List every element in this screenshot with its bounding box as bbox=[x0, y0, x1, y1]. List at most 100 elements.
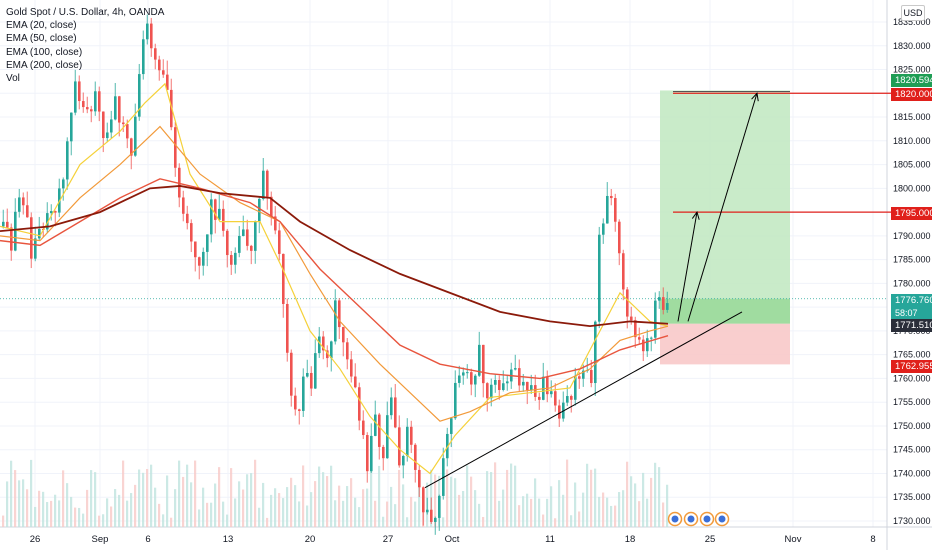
legend-ema20[interactable]: EMA (20, close) bbox=[6, 20, 77, 32]
volume-bar bbox=[534, 478, 537, 527]
candle-body bbox=[250, 245, 253, 251]
legend-vol[interactable]: Vol bbox=[6, 73, 20, 85]
volume-bar bbox=[154, 487, 157, 527]
x-tick-label: 6 bbox=[145, 534, 150, 545]
candle-body bbox=[558, 405, 561, 419]
candle-body bbox=[110, 119, 113, 133]
candle-body bbox=[574, 376, 577, 400]
economic-event-icon-inner bbox=[718, 515, 726, 523]
volume-bar bbox=[486, 471, 489, 527]
candle-body bbox=[242, 229, 245, 236]
candle-body bbox=[614, 198, 617, 222]
volume-bar bbox=[178, 460, 181, 527]
volume-bar bbox=[586, 463, 589, 527]
candle-body bbox=[370, 435, 373, 472]
volume-bar bbox=[130, 493, 133, 527]
volume-bar bbox=[654, 462, 657, 527]
volume-bar bbox=[598, 496, 601, 527]
volume-bar bbox=[326, 476, 329, 527]
currency-button[interactable]: USD bbox=[901, 5, 925, 21]
candle-body bbox=[230, 255, 233, 265]
legend-ema100[interactable]: EMA (100, close) bbox=[6, 46, 83, 58]
projection-arrow-2 bbox=[687, 93, 758, 322]
candle-body bbox=[246, 229, 249, 246]
price-label-1795: 1795.000 bbox=[891, 207, 932, 220]
candle-body bbox=[258, 198, 261, 222]
x-tick-label: 13 bbox=[223, 534, 234, 545]
chart-legend: Gold Spot / U.S. Dollar, 4h, OANDA EMA (… bbox=[6, 6, 164, 85]
candle-body bbox=[166, 74, 169, 90]
volume-bar bbox=[198, 509, 201, 527]
volume-bar bbox=[566, 459, 569, 527]
candle-body bbox=[346, 342, 349, 360]
candle-body bbox=[278, 230, 281, 254]
volume-bar bbox=[386, 501, 389, 527]
volume-bar bbox=[106, 498, 109, 527]
candle-body bbox=[638, 337, 641, 340]
volume-bar bbox=[634, 483, 637, 527]
volume-bar bbox=[262, 482, 265, 527]
bar-countdown: 58:07 bbox=[891, 307, 932, 319]
candle-body bbox=[214, 199, 217, 220]
candle-body bbox=[422, 487, 425, 513]
candle-body bbox=[326, 350, 329, 359]
volume-bar bbox=[474, 490, 477, 527]
volume-bar bbox=[10, 460, 13, 527]
candle-body bbox=[318, 336, 321, 354]
volume-bar bbox=[306, 505, 309, 527]
candle-body bbox=[74, 81, 77, 113]
volume-bar bbox=[370, 462, 373, 527]
candle-body bbox=[98, 91, 101, 112]
volume-bar bbox=[166, 475, 169, 527]
volume-bar bbox=[270, 494, 273, 527]
volume-bar bbox=[450, 476, 453, 527]
candle-body bbox=[566, 396, 569, 403]
candle-body bbox=[14, 211, 17, 251]
volume-bar bbox=[350, 478, 353, 527]
candle-body bbox=[138, 74, 141, 117]
volume-bar bbox=[314, 481, 317, 527]
candle-body bbox=[162, 70, 165, 75]
legend-ema200[interactable]: EMA (200, close) bbox=[6, 59, 83, 71]
candle-body bbox=[234, 252, 237, 265]
volume-bar bbox=[494, 462, 497, 527]
volume-bar bbox=[38, 490, 41, 527]
volume-bar bbox=[530, 498, 533, 527]
y-tick-label: 1755.000 bbox=[893, 397, 931, 407]
y-tick-label: 1800.000 bbox=[893, 183, 931, 193]
volume-bar bbox=[346, 486, 349, 527]
volume-bar bbox=[498, 500, 501, 527]
y-tick-label: 1825.000 bbox=[893, 65, 931, 75]
volume-bar bbox=[186, 464, 189, 527]
legend-ema50[interactable]: EMA (50, close) bbox=[6, 33, 77, 45]
volume-bar bbox=[562, 494, 565, 527]
candle-body bbox=[382, 446, 385, 459]
y-tick-label: 1740.000 bbox=[893, 468, 931, 478]
volume-bar bbox=[482, 516, 485, 527]
x-tick-label: Nov bbox=[785, 534, 802, 545]
candle-body bbox=[254, 221, 257, 251]
volume-bar bbox=[322, 472, 325, 527]
y-tick-label: 1730.000 bbox=[893, 516, 931, 526]
volume-bar bbox=[158, 503, 161, 527]
volume-bar bbox=[18, 480, 21, 527]
volume-bar bbox=[602, 492, 605, 527]
volume-bar bbox=[574, 482, 577, 527]
candle-body bbox=[482, 344, 485, 384]
candle-body bbox=[82, 101, 85, 108]
candle-body bbox=[418, 469, 421, 488]
volume-bar bbox=[134, 484, 137, 527]
candle-body bbox=[570, 396, 573, 400]
volume-bar bbox=[58, 500, 61, 527]
volume-bar bbox=[298, 501, 301, 527]
volume-bar bbox=[210, 502, 213, 527]
volume-bar bbox=[578, 511, 581, 527]
x-tick-label: 18 bbox=[625, 534, 636, 545]
volume-bar bbox=[242, 489, 245, 527]
volume-bar bbox=[666, 484, 669, 527]
candle-body bbox=[550, 391, 553, 395]
volume-bar bbox=[174, 489, 177, 527]
volume-bar bbox=[282, 498, 285, 527]
